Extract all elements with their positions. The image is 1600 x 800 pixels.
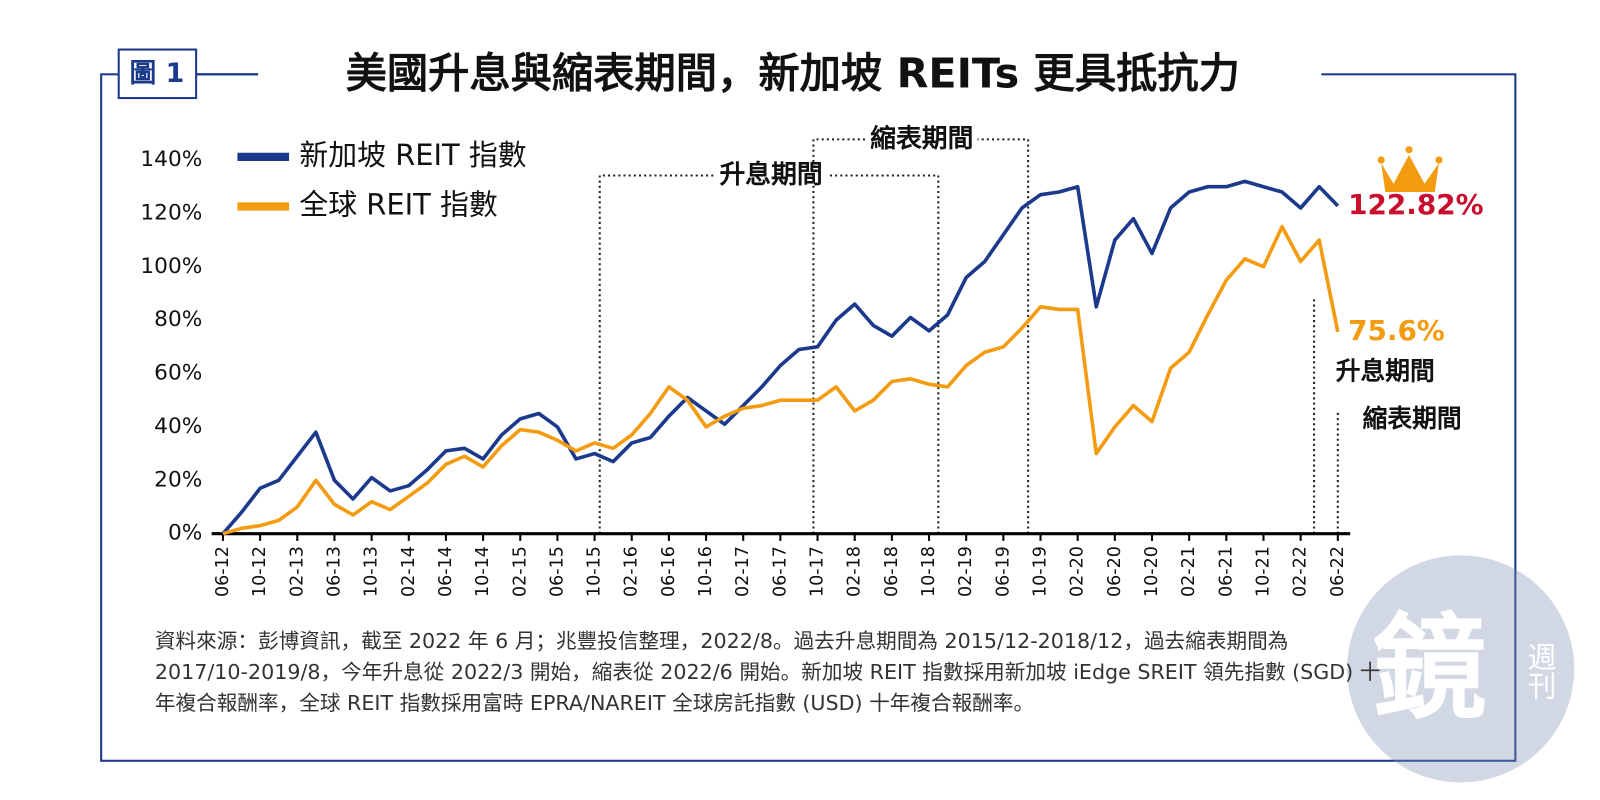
- crown-dot: [1405, 146, 1413, 154]
- x-tick-label: 06-20: [1105, 546, 1125, 597]
- watermark-circle: [1347, 555, 1575, 783]
- annotation: 縮表期間: [1363, 404, 1462, 433]
- x-tick-label: 06-14: [436, 546, 456, 597]
- y-tick-label: 20%: [154, 467, 202, 492]
- y-tick-label: 80%: [154, 307, 202, 332]
- crown-dot: [1435, 156, 1443, 164]
- x-tick-label: 02-18: [845, 546, 865, 597]
- x-tick-label: 06-13: [324, 546, 344, 597]
- watermark-text: 鏡: [1373, 602, 1487, 734]
- y-tick-label: 100%: [140, 254, 202, 279]
- x-tick-label: 02-16: [622, 546, 642, 597]
- x-tick-label: 10-17: [808, 546, 828, 597]
- x-tick-label: 02-21: [1179, 546, 1199, 597]
- watermark-text: 週刊: [1523, 642, 1557, 700]
- annotation: 升息期間: [719, 159, 822, 190]
- x-tick-label: 06-16: [659, 546, 679, 597]
- x-tick-label: 06-15: [547, 546, 567, 597]
- series-line: [221, 179, 1340, 535]
- x-tick-label: 02-13: [287, 546, 307, 597]
- x-tick-label: 02-15: [510, 546, 530, 597]
- x-tick-label: 10-16: [696, 546, 716, 597]
- x-tick-label: 10-12: [250, 546, 270, 597]
- title-mask: [258, 51, 1322, 100]
- hike-period: [598, 174, 940, 534]
- watermark: 鏡 週刊: [1347, 555, 1575, 783]
- x-tick-label: 06-18: [882, 546, 902, 597]
- x-tick-label: 10-15: [585, 546, 605, 597]
- chart-title: 美國升息與縮表期間，新加坡 REITs 更具抵抗力: [346, 49, 1240, 97]
- x-tick-label: 06-22: [1328, 546, 1348, 597]
- y-tick-label: 40%: [154, 414, 202, 439]
- crown-icon: [1381, 154, 1439, 192]
- footnote: 年複合報酬率，全球 REIT 指數採用富時 EPRA/NAREIT 全球房託指數…: [155, 691, 1034, 715]
- y-tick-label: 0%: [168, 521, 202, 546]
- x-tick-label: 10-21: [1253, 546, 1273, 597]
- legend-label: 新加坡 REIT 指數: [299, 138, 526, 172]
- x-tick-label: 10-14: [473, 546, 493, 597]
- x-tick-label: 06-19: [993, 546, 1013, 597]
- annotation-mask: [866, 122, 978, 154]
- qt-period: [812, 138, 1030, 534]
- x-tick-label: 02-19: [956, 546, 976, 597]
- footnote: 資料來源：彭博資訊，截至 2022 年 6 月；兆豐投信整理，2022/8。過去…: [155, 629, 1289, 653]
- value-label: 75.6%: [1348, 314, 1445, 347]
- badge: 圖 1: [129, 58, 184, 89]
- annotation-mask: [715, 158, 827, 190]
- x-tick-label: 10-19: [1031, 546, 1051, 597]
- footnote: 2017/10-2019/8，今年升息從 2022/3 開始，縮表從 2022/…: [155, 660, 1381, 684]
- annotation: 升息期間: [1336, 357, 1435, 386]
- x-tick-label: 02-14: [399, 546, 419, 597]
- annotation: 縮表期間: [870, 123, 973, 154]
- x-tick-label: 06-17: [770, 546, 790, 597]
- crown-dot: [1377, 156, 1385, 164]
- x-tick-label: 02-20: [1068, 546, 1088, 597]
- series-line: [222, 224, 1340, 536]
- x-tick-label: 06-12: [213, 546, 233, 597]
- x-tick-label: 10-20: [1142, 546, 1162, 597]
- x-tick-label: 02-17: [733, 546, 753, 597]
- crown: [1377, 146, 1443, 192]
- y-tick-label: 60%: [154, 361, 202, 386]
- x-tick-label: 02-22: [1291, 546, 1311, 597]
- legend-label: 全球 REIT 指數: [299, 187, 497, 221]
- x-tick-label: 06-21: [1216, 546, 1236, 597]
- x-tick-label: 10-13: [362, 546, 382, 597]
- y-tick-label: 140%: [140, 147, 202, 172]
- value-label: 122.82%: [1348, 188, 1484, 221]
- y-tick-label: 120%: [140, 200, 202, 225]
- x-tick-label: 10-18: [919, 546, 939, 597]
- badge-box: [117, 48, 198, 100]
